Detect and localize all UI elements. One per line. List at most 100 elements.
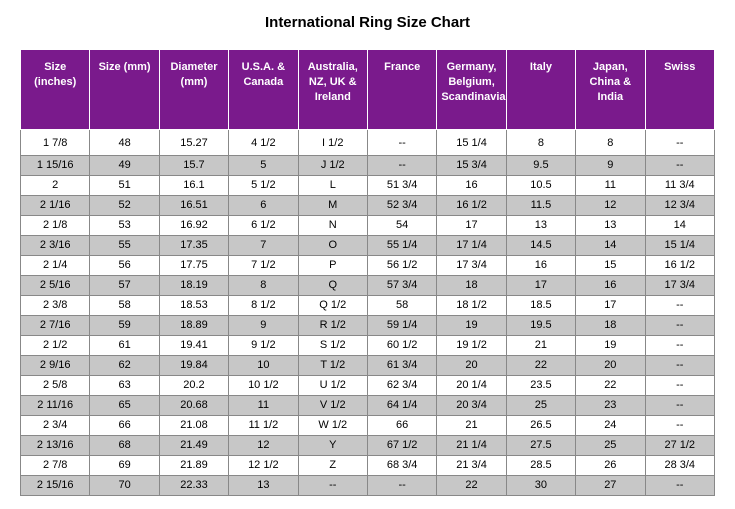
table-cell: 51 (90, 175, 159, 195)
table-cell: 21.49 (159, 435, 228, 455)
table-cell: 17.35 (159, 235, 228, 255)
table-row: 2 11/166520.6811V 1/264 1/420 3/42523-- (21, 395, 715, 415)
table-cell: 10.5 (506, 175, 575, 195)
table-cell: 54 (367, 215, 436, 235)
table-cell: -- (367, 155, 436, 175)
col-header: Size (mm) (90, 50, 159, 130)
table-cell: 15 1/4 (645, 235, 714, 255)
table-cell: 27 (576, 475, 645, 495)
table-cell: 12 1/2 (229, 455, 298, 475)
table-cell: 1 15/16 (21, 155, 90, 175)
table-cell: 19 (437, 315, 506, 335)
table-cell: 23.5 (506, 375, 575, 395)
table-cell: 64 1/4 (367, 395, 436, 415)
table-cell: 63 (90, 375, 159, 395)
table-cell: P (298, 255, 367, 275)
table-cell: -- (298, 475, 367, 495)
table-row: 2 15/167022.3313----223027-- (21, 475, 715, 495)
table-cell: 26 (576, 455, 645, 475)
table-cell: 22 (437, 475, 506, 495)
table-row: 2 3/165517.357O55 1/417 1/414.51415 1/4 (21, 235, 715, 255)
table-cell: 20 1/4 (437, 375, 506, 395)
table-cell: 2 3/8 (21, 295, 90, 315)
table-cell: 19 1/2 (437, 335, 506, 355)
table-cell: 12 (229, 435, 298, 455)
table-cell: 2 13/16 (21, 435, 90, 455)
table-cell: 23 (576, 395, 645, 415)
table-cell: 13 (229, 475, 298, 495)
table-cell: 18.19 (159, 275, 228, 295)
table-cell: 6 (229, 195, 298, 215)
table-cell: 17.75 (159, 255, 228, 275)
table-cell: 11 1/2 (229, 415, 298, 435)
col-header: Australia, NZ, UK & Ireland (298, 50, 367, 130)
table-body: 1 7/84815.274 1/2I 1/2--15 1/488--1 15/1… (21, 129, 715, 495)
table-cell: 2 9/16 (21, 355, 90, 375)
table-cell: 8 (229, 275, 298, 295)
table-cell: 2 15/16 (21, 475, 90, 495)
table-cell: 17 (437, 215, 506, 235)
table-cell: 21.89 (159, 455, 228, 475)
table-cell: 2 1/2 (21, 335, 90, 355)
table-cell: 7 1/2 (229, 255, 298, 275)
table-cell: 17 (506, 275, 575, 295)
table-cell: 55 1/4 (367, 235, 436, 255)
table-row: 2 3/85818.538 1/2Q 1/25818 1/218.517-- (21, 295, 715, 315)
table-cell: 66 (90, 415, 159, 435)
table-cell: 2 5/16 (21, 275, 90, 295)
col-header: U.S.A. & Canada (229, 50, 298, 130)
table-cell: 28.5 (506, 455, 575, 475)
col-header: Italy (506, 50, 575, 130)
table-cell: 21 1/4 (437, 435, 506, 455)
table-cell: -- (645, 335, 714, 355)
table-cell: 62 (90, 355, 159, 375)
table-row: 2 1/45617.757 1/2P56 1/217 3/4161516 1/2 (21, 255, 715, 275)
table-row: 2 7/165918.899R 1/259 1/41919.518-- (21, 315, 715, 335)
table-cell: 22 (576, 375, 645, 395)
table-cell: Y (298, 435, 367, 455)
table-cell: 16.92 (159, 215, 228, 235)
table-cell: 2 1/4 (21, 255, 90, 275)
table-cell: -- (645, 375, 714, 395)
table-cell: 68 (90, 435, 159, 455)
table-cell: 25 (576, 435, 645, 455)
table-cell: 9.5 (506, 155, 575, 175)
col-header: Germany, Belgium, Scandinavia (437, 50, 506, 130)
table-cell: 15 3/4 (437, 155, 506, 175)
table-cell: 20.68 (159, 395, 228, 415)
table-cell: 19.84 (159, 355, 228, 375)
table-cell: 67 1/2 (367, 435, 436, 455)
table-row: 2 5/165718.198Q57 3/418171617 3/4 (21, 275, 715, 295)
table-cell: 20.2 (159, 375, 228, 395)
table-cell: 6 1/2 (229, 215, 298, 235)
table-cell: 15 (576, 255, 645, 275)
table-cell: 16.51 (159, 195, 228, 215)
table-cell: M (298, 195, 367, 215)
table-cell: 15 1/4 (437, 129, 506, 155)
table-cell: 18 1/2 (437, 295, 506, 315)
table-cell: 8 (576, 129, 645, 155)
table-cell: 52 (90, 195, 159, 215)
table-cell: 15.27 (159, 129, 228, 155)
table-cell: 18 (576, 315, 645, 335)
table-cell: 27.5 (506, 435, 575, 455)
table-cell: 17 1/4 (437, 235, 506, 255)
table-cell: 49 (90, 155, 159, 175)
table-cell: -- (367, 129, 436, 155)
table-cell: 20 (576, 355, 645, 375)
table-cell: 19 (576, 335, 645, 355)
table-cell: R 1/2 (298, 315, 367, 335)
table-cell: 24 (576, 415, 645, 435)
table-cell: I 1/2 (298, 129, 367, 155)
table-row: 2 1/85316.926 1/2N5417131314 (21, 215, 715, 235)
table-cell: 18.89 (159, 315, 228, 335)
table-cell: 56 (90, 255, 159, 275)
table-cell: -- (645, 415, 714, 435)
table-row: 2 1/165216.516M52 3/416 1/211.51212 3/4 (21, 195, 715, 215)
table-cell: -- (645, 315, 714, 335)
table-cell: 20 (437, 355, 506, 375)
table-cell: O (298, 235, 367, 255)
table-cell: 66 (367, 415, 436, 435)
table-cell: 59 (90, 315, 159, 335)
table-cell: 19.5 (506, 315, 575, 335)
